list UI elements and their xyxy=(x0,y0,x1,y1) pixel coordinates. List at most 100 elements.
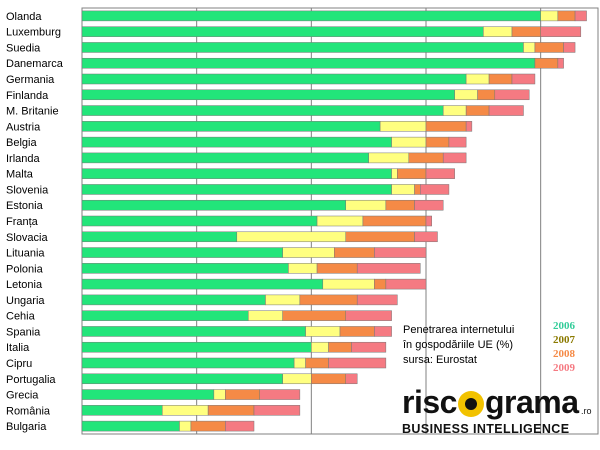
bar-2008-danemarca xyxy=(534,57,559,69)
bar-2007-belgia xyxy=(391,136,427,148)
bar-2006-malta xyxy=(81,168,392,179)
logo-text-risc: risc xyxy=(402,384,457,420)
bar-2008-cipru xyxy=(305,357,329,369)
bar-2009-danemarca xyxy=(557,57,564,69)
bar-2008-spania xyxy=(339,326,375,337)
category-label: Cehia xyxy=(6,311,36,323)
bar-2007-italia xyxy=(311,341,329,353)
category-label: Irlanda xyxy=(6,153,41,165)
bar-2007-suedia xyxy=(523,42,536,53)
bar-2008-belgia xyxy=(425,136,450,148)
bar-2006-grecia xyxy=(81,389,215,400)
bar-2008-estonia xyxy=(385,199,415,211)
bar-2009-austria xyxy=(465,121,473,132)
bar-2009-rom-nia xyxy=(253,405,301,416)
bar-2007-cipru xyxy=(293,357,306,369)
bar-2008-m-britanie xyxy=(465,105,490,116)
bar-2009-slovenia xyxy=(420,184,450,195)
category-label: Danemarca xyxy=(6,58,64,70)
bar-2009-portugalia xyxy=(345,373,358,385)
bar-2007-ungaria xyxy=(265,294,301,306)
bar-2008-suedia xyxy=(534,42,564,53)
riscograma-logo: risc grama .ro BUSINESS INTELLIGENCE xyxy=(402,384,598,440)
bar-2007-luxemburg xyxy=(483,26,513,37)
category-label: Olanda xyxy=(6,11,42,23)
bar-2008-finlanda xyxy=(477,89,496,101)
bar-2007-bulgaria xyxy=(179,420,192,432)
note-source: sursa: Eurostat xyxy=(403,354,477,366)
bar-2009-olanda xyxy=(574,10,587,22)
category-label: Grecia xyxy=(6,390,39,402)
category-label: Cipru xyxy=(6,358,32,370)
bar-2006-estonia xyxy=(81,199,346,211)
bar-2006-rom-nia xyxy=(81,405,163,416)
bar-2009-luxemburg xyxy=(540,26,582,37)
category-label: Austria xyxy=(6,121,41,133)
category-label: România xyxy=(6,405,51,417)
bar-2008-letonia xyxy=(374,278,387,290)
bar-2006-olanda xyxy=(81,10,541,22)
bar-2009-irlanda xyxy=(442,152,467,164)
chart-annotation: Penetrarea internetului în gospodăriile … xyxy=(403,323,514,368)
category-label: Franța xyxy=(6,216,39,228)
bar-2006-germania xyxy=(81,73,467,85)
category-label: Polonia xyxy=(6,263,44,275)
bar-2007-finlanda xyxy=(454,89,478,101)
bar-2006-belgia xyxy=(81,136,392,148)
logo-circle-icon xyxy=(457,391,484,417)
category-label: Suedia xyxy=(6,42,41,54)
legend-item-2006: 2006 xyxy=(553,320,575,332)
bar-2007-estonia xyxy=(345,199,387,211)
bar-2006-italia xyxy=(81,341,312,353)
logo-domain-suffix: .ro xyxy=(581,406,592,416)
bar-2006-cehia xyxy=(81,310,249,321)
bar-2006-irlanda xyxy=(81,152,369,164)
bar-2009-bulgaria xyxy=(225,420,255,432)
bar-2007-lituania xyxy=(282,247,335,258)
logo-wordmark: risc grama xyxy=(402,384,579,420)
bar-2007-polonia xyxy=(288,263,318,274)
category-label: M. Britanie xyxy=(6,106,59,118)
bar-2006-m-britanie xyxy=(81,105,444,116)
bar-2008-olanda xyxy=(557,10,576,22)
logo-text-grama: grama xyxy=(484,384,579,420)
bar-2009-germania xyxy=(511,73,536,85)
bar-2006-slovenia xyxy=(81,184,392,195)
bar-2009-estonia xyxy=(414,199,444,211)
note-line-1: Penetrarea internetului xyxy=(403,324,515,336)
bar-2008-slovacia xyxy=(345,231,415,243)
bar-2006-spania xyxy=(81,326,306,337)
bar-2008-rom-nia xyxy=(207,405,255,416)
bar-2009-malta xyxy=(425,168,455,179)
bar-2008-malta xyxy=(397,168,427,179)
category-label: Letonia xyxy=(6,279,43,291)
bar-2006-luxemburg xyxy=(81,26,484,37)
bar-2007-rom-nia xyxy=(162,405,209,416)
bar-2008-bulgaria xyxy=(190,420,226,432)
bar-2007-portugalia xyxy=(282,373,312,385)
bar-2007-m-britanie xyxy=(442,105,467,116)
legend-item-2009: 2009 xyxy=(553,362,575,374)
bar-2009-belgia xyxy=(448,136,467,148)
bar-2009-finlanda xyxy=(494,89,530,101)
bar-2006-suedia xyxy=(81,42,524,53)
category-label: Malta xyxy=(6,169,34,181)
category-label: Belgia xyxy=(6,137,37,149)
bar-2009-cehia xyxy=(345,310,392,321)
bar-2007-slovenia xyxy=(391,184,415,195)
bar-2006-slovacia xyxy=(81,231,238,243)
bar-2009-m-britanie xyxy=(488,105,524,116)
category-label: Spania xyxy=(6,326,41,338)
bar-2008-austria xyxy=(425,121,467,132)
bar-2007-slovacia xyxy=(236,231,346,243)
bar-2007-irlanda xyxy=(368,152,410,164)
bar-2006-cipru xyxy=(81,357,295,369)
category-label: Estonia xyxy=(6,200,44,212)
bar-2008-luxemburg xyxy=(511,26,541,37)
category-label: Italia xyxy=(6,342,30,354)
bar-2006-bulgaria xyxy=(81,420,180,432)
bar-2009-polonia xyxy=(356,263,421,274)
bar-2009-grecia xyxy=(259,389,301,400)
bar-2008-cehia xyxy=(282,310,346,321)
